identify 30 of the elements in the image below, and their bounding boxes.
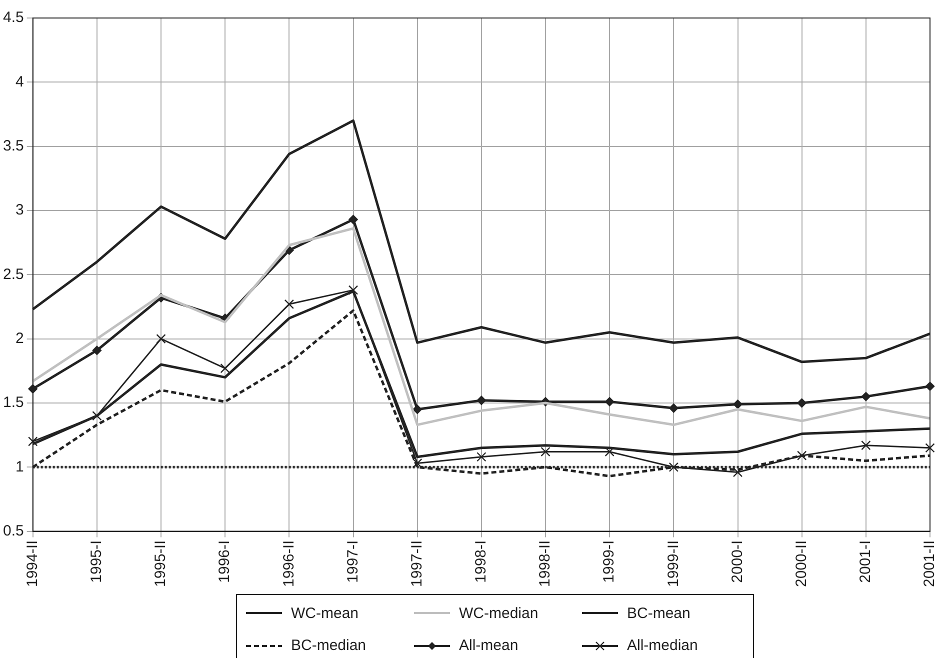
- x-tick-label: 1996-I: [216, 540, 234, 583]
- y-tick-label: 4.5: [2, 9, 24, 26]
- y-tick-label: 3: [16, 202, 24, 219]
- legend-label: WC-median: [459, 604, 538, 622]
- x-tick-label: 1997-I: [344, 540, 362, 583]
- x-tick-label: 1998-II: [536, 540, 554, 588]
- y-tick-label: 2: [16, 330, 24, 347]
- x-tick-label: 1999-I: [600, 540, 618, 583]
- x-tick-label: 2001-I: [857, 540, 874, 583]
- x-tick-label: 1998-I: [472, 540, 490, 583]
- y-tick-label: 2.5: [2, 266, 24, 283]
- x-tick-label: 1999-II: [664, 540, 682, 588]
- x-tick-label: 1996-II: [280, 540, 298, 588]
- y-tick-label: 1: [16, 458, 24, 476]
- y-tick-label: 0.5: [2, 522, 24, 540]
- x-tick-label: 1997-II: [408, 540, 426, 588]
- legend-label: BC-median: [291, 637, 366, 654]
- x-tick-label: 2000-I: [728, 540, 746, 583]
- y-tick-label: 4: [16, 73, 24, 90]
- y-tick-label: 1.5: [2, 394, 24, 412]
- legend-label: WC-mean: [291, 604, 359, 622]
- x-tick-label: 2001-II: [921, 540, 938, 588]
- x-tick-label: 2000-II: [792, 540, 810, 588]
- x-tick-label: 1995-I: [88, 540, 106, 583]
- legend-label: All-median: [627, 637, 698, 654]
- x-tick-label: 1995-II: [152, 540, 170, 588]
- y-tick-label: 3.5: [2, 137, 24, 154]
- x-tick-label: 1994-II: [24, 540, 41, 588]
- legend-label: BC-mean: [627, 604, 690, 622]
- legend-label: All-mean: [459, 637, 518, 654]
